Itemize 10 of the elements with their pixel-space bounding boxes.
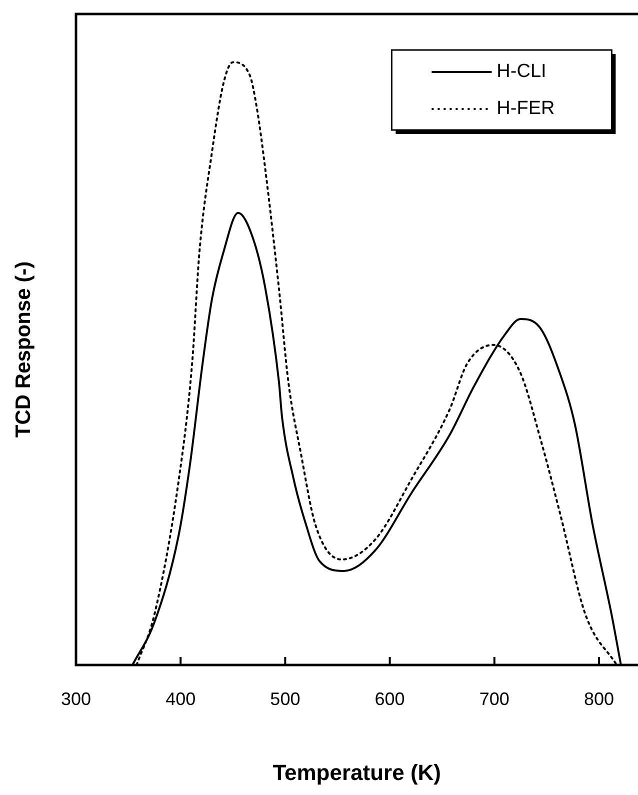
x-tick-label: 800	[584, 688, 614, 709]
legend-label: H-CLI	[496, 61, 546, 82]
x-tick-label: 600	[374, 688, 405, 709]
x-tick-label: 700	[479, 688, 510, 709]
y-axis-title: TCD Response (-)	[12, 261, 35, 438]
legend-label: H-FER	[496, 98, 555, 120]
x-axis-title: Temperature (K)	[272, 760, 441, 785]
x-tick-label: 300	[60, 688, 92, 709]
x-tick-label: 500	[270, 688, 300, 709]
x-tick-label: 400	[166, 688, 196, 709]
